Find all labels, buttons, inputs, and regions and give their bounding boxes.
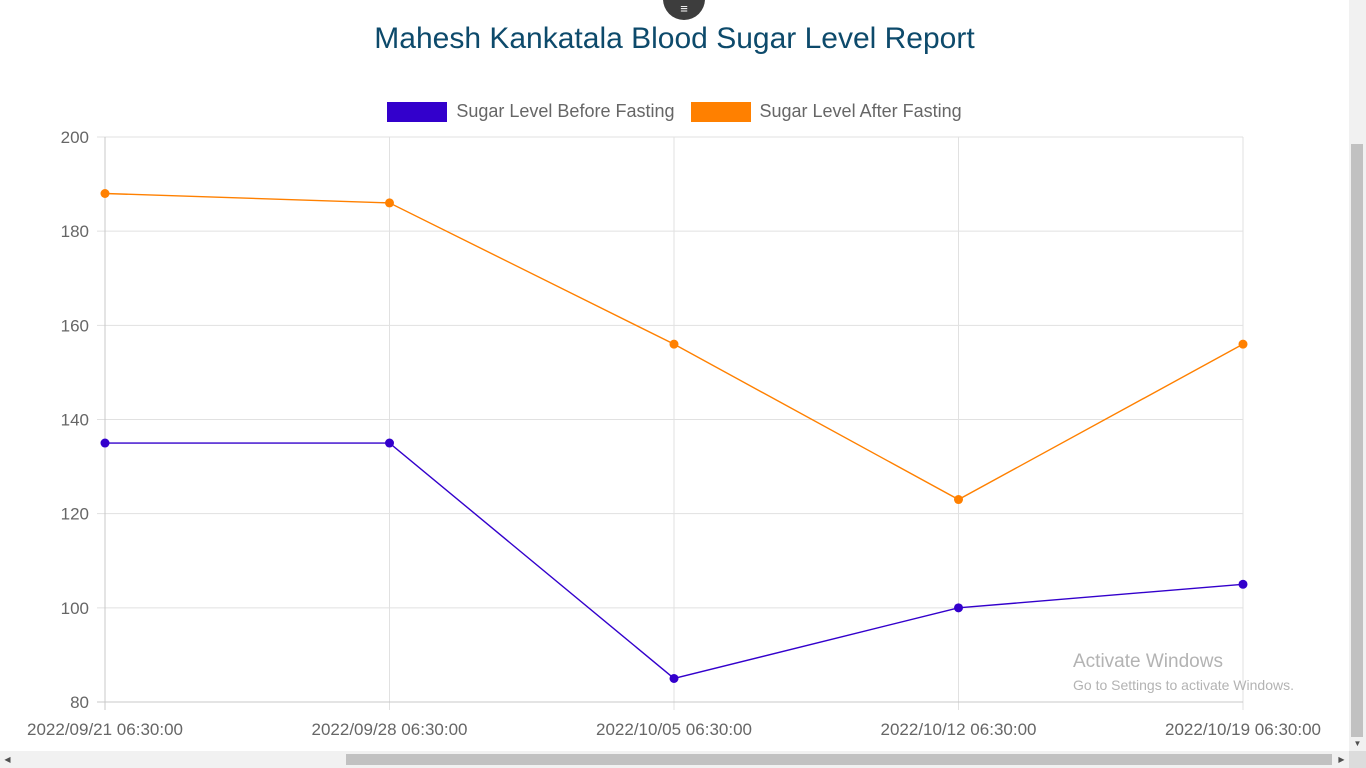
report-page: ≡ Mahesh Kankatala Blood Sugar Level Rep… — [0, 0, 1349, 739]
data-point-before-fasting — [1238, 579, 1248, 589]
data-point-after-fasting — [954, 495, 963, 505]
y-tick-label: 200 — [61, 128, 89, 147]
legend-label-after-fasting: Sugar Level After Fasting — [759, 101, 962, 121]
y-axis-labels: 80 100 120 140 160 180 200 — [61, 128, 89, 712]
scroll-right-arrow-icon[interactable]: ▶ — [1338, 755, 1345, 764]
scroll-left-arrow-icon[interactable]: ◀ — [4, 755, 11, 764]
scroll-down-arrow-icon[interactable]: ▼ — [1353, 739, 1362, 748]
y-tick-label: 80 — [70, 693, 89, 712]
x-axis-labels: 2022/09/21 06:30:00 2022/09/28 06:30:00 20… — [27, 720, 1321, 739]
data-point-after-fasting — [100, 189, 110, 198]
legend-swatch-after-fasting — [690, 101, 751, 122]
data-point-after-fasting — [1238, 339, 1248, 349]
vertical-scrollbar[interactable]: ▼ — [1349, 0, 1366, 751]
watermark-subtitle: Go to Settings to activate Windows. — [1073, 677, 1294, 693]
data-point-before-fasting — [954, 603, 963, 613]
line-chart: 80 100 120 140 160 180 200 2022/09/21 06:30:00… — [27, 128, 1321, 739]
x-tick-label: 2022/10/12 06:30:00 — [881, 720, 1037, 739]
legend-swatch-before-fasting — [387, 101, 448, 122]
legend-item-after-fasting[interactable]: Sugar Level After Fasting — [690, 101, 962, 122]
vertical-scroll-thumb[interactable] — [1351, 144, 1363, 737]
data-point-before-fasting — [669, 673, 679, 683]
horizontal-scrollbar[interactable]: ◀ ▶ — [0, 751, 1349, 768]
hamburger-menu-icon[interactable]: ≡ — [663, 0, 705, 20]
activate-windows-watermark: Activate Windows Go to Settings to activ… — [1073, 651, 1294, 693]
series-points — [100, 189, 1248, 683]
x-tick-label: 2022/10/19 06:30:00 — [1165, 720, 1321, 739]
x-tick-label: 2022/10/05 06:30:00 — [596, 720, 752, 739]
scrollbar-corner — [1349, 751, 1366, 768]
menu-glyph: ≡ — [680, 1, 688, 16]
y-tick-label: 120 — [61, 505, 89, 524]
y-tick-label: 180 — [61, 222, 89, 241]
chart-legend: Sugar Level Before Fasting Sugar Level A… — [0, 101, 1349, 122]
legend-item-before-fasting[interactable]: Sugar Level Before Fasting — [387, 101, 675, 122]
data-point-before-fasting — [385, 438, 394, 448]
chart-title: Mahesh Kankatala Blood Sugar Level Repor… — [374, 22, 975, 55]
legend-label-before-fasting: Sugar Level Before Fasting — [456, 101, 675, 121]
grid-lines — [97, 136, 1244, 710]
watermark-title: Activate Windows — [1073, 651, 1223, 672]
y-tick-label: 140 — [61, 411, 89, 430]
horizontal-scroll-thumb[interactable] — [346, 754, 1332, 765]
y-tick-label: 160 — [61, 316, 89, 335]
x-tick-label: 2022/09/28 06:30:00 — [312, 720, 468, 739]
data-point-after-fasting — [385, 198, 394, 208]
data-point-after-fasting — [669, 339, 679, 349]
y-tick-label: 100 — [61, 599, 89, 618]
data-point-before-fasting — [100, 438, 110, 448]
x-tick-label: 2022/09/21 06:30:00 — [27, 720, 183, 739]
